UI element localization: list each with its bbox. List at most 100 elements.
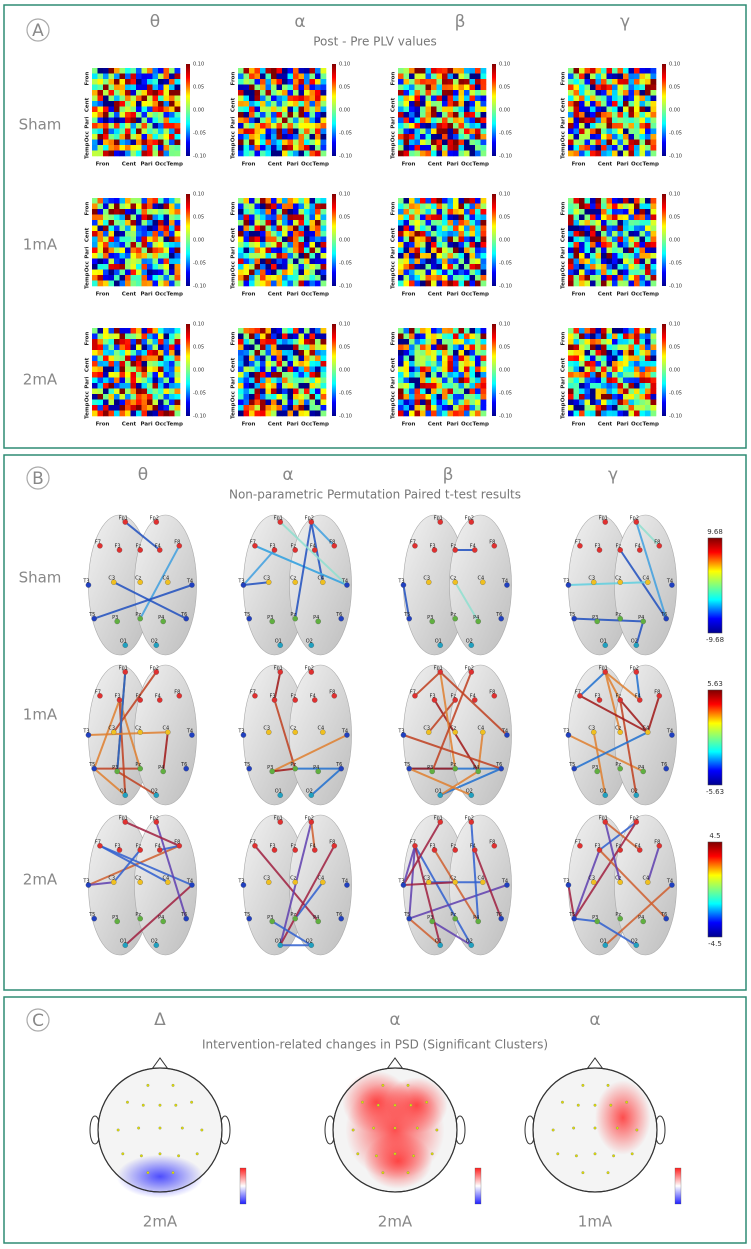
heatmap-cell: [169, 198, 175, 204]
heatmap-cell: [409, 355, 415, 362]
heatmap-cell: [464, 355, 470, 362]
heatmap-cell: [639, 366, 646, 373]
heatmap-cell: [169, 236, 175, 243]
heatmap-cell: [298, 73, 305, 80]
heatmap-cell: [152, 242, 159, 248]
heatmap-cell: [238, 79, 244, 85]
heatmap-cell: [436, 355, 443, 362]
heatmap-cell: [238, 214, 244, 221]
y-axis-label: Fron: [85, 332, 91, 346]
sensor: [593, 1152, 597, 1156]
heatmap-cell: [442, 139, 448, 146]
electrode: [331, 543, 338, 549]
heatmap-cell: [147, 90, 153, 96]
electrode-label: F8: [329, 539, 335, 545]
heatmap-cell: [309, 264, 316, 270]
heatmap-cell: [436, 253, 443, 259]
heatmap-cell: [315, 231, 321, 237]
heatmap-cell: [293, 123, 299, 129]
heatmap-cell: [612, 198, 618, 204]
heatmap-cell: [623, 269, 629, 276]
heatmap-cell: [398, 242, 404, 248]
heatmap-cell: [475, 394, 481, 400]
heatmap-cell: [595, 344, 602, 351]
heatmap-cell: [590, 394, 596, 400]
heatmap-cell: [606, 84, 613, 91]
heatmap-cell: [650, 203, 657, 210]
sensor: [180, 1126, 184, 1130]
heatmap-cell: [125, 264, 131, 270]
heatmap-cell: [612, 209, 618, 215]
heatmap-cell: [436, 361, 443, 367]
heatmap-cell: [254, 79, 261, 85]
heatmap-cell: [634, 73, 640, 80]
brain-hemisphere: [449, 814, 512, 956]
heatmap-cell: [573, 377, 580, 384]
electrode: [504, 732, 510, 738]
heatmap-cell: [398, 361, 404, 367]
heatmap-cell: [442, 394, 448, 400]
heatmap-cell: [442, 350, 448, 356]
electrode-label: O1: [435, 639, 442, 645]
heatmap-cell: [293, 333, 299, 340]
heatmap-cell: [639, 372, 646, 378]
heatmap-cell: [315, 410, 321, 417]
brain-hemisphere: [449, 514, 512, 656]
heatmap-cell: [265, 394, 272, 400]
heatmap-cell: [584, 366, 591, 373]
heatmap-cell: [169, 328, 175, 334]
heatmap-cell: [254, 383, 261, 389]
heatmap-cell: [97, 84, 104, 91]
heatmap-cell: [254, 145, 261, 151]
electrode: [308, 792, 315, 798]
heatmap-cell: [174, 247, 181, 254]
electrode: [498, 915, 504, 922]
heatmap-cell: [601, 344, 607, 351]
heatmap-cell: [108, 264, 115, 270]
heatmap-cell: [169, 258, 175, 265]
sensor: [121, 1152, 125, 1156]
heatmap-cell: [425, 372, 432, 378]
sensor: [158, 1103, 162, 1107]
sensor: [572, 1126, 576, 1130]
heatmap-cell: [119, 145, 126, 151]
electrode: [308, 669, 315, 675]
electrode-label: Fz: [290, 544, 296, 550]
heatmap-cell: [315, 112, 321, 118]
heatmap-cell: [623, 123, 629, 129]
y-axis-label: Occ: [85, 261, 91, 272]
heatmap-cell: [298, 123, 305, 129]
row-label: 1mA: [23, 236, 58, 254]
heatmap-cell: [304, 90, 310, 96]
heatmap-cell: [271, 388, 277, 395]
heatmap-cell: [612, 134, 618, 140]
heatmap-cell: [480, 134, 487, 140]
heatmap-cell: [414, 84, 421, 91]
heatmap-cell: [612, 128, 618, 135]
heatmap-cell: [119, 112, 126, 118]
heatmap-cell: [425, 198, 432, 204]
heatmap-cell: [271, 253, 277, 259]
sensor: [376, 1103, 380, 1107]
colorbar-tick: 0.10: [669, 322, 680, 328]
heatmap-cell: [276, 253, 283, 259]
heatmap-cell: [119, 280, 126, 287]
heatmap-cell: [276, 220, 283, 226]
connection: [402, 821, 442, 886]
heatmap-cell: [276, 236, 283, 243]
heatmap-cell: [458, 214, 465, 221]
heatmap-cell: [136, 280, 142, 287]
heatmap-cell: [398, 253, 404, 259]
heatmap-cell: [458, 344, 465, 351]
heatmap-cell: [130, 388, 137, 395]
heatmap-cell: [320, 275, 327, 281]
heatmap-cell: [612, 225, 618, 232]
heatmap-cell: [436, 377, 443, 384]
heatmap-cell: [409, 350, 415, 356]
heatmap-cell: [458, 68, 465, 74]
heatmap-cell: [645, 90, 651, 96]
heatmap-cell: [584, 209, 591, 215]
electrode: [617, 765, 623, 772]
electrode: [475, 618, 481, 625]
heatmap-cell: [125, 333, 131, 340]
